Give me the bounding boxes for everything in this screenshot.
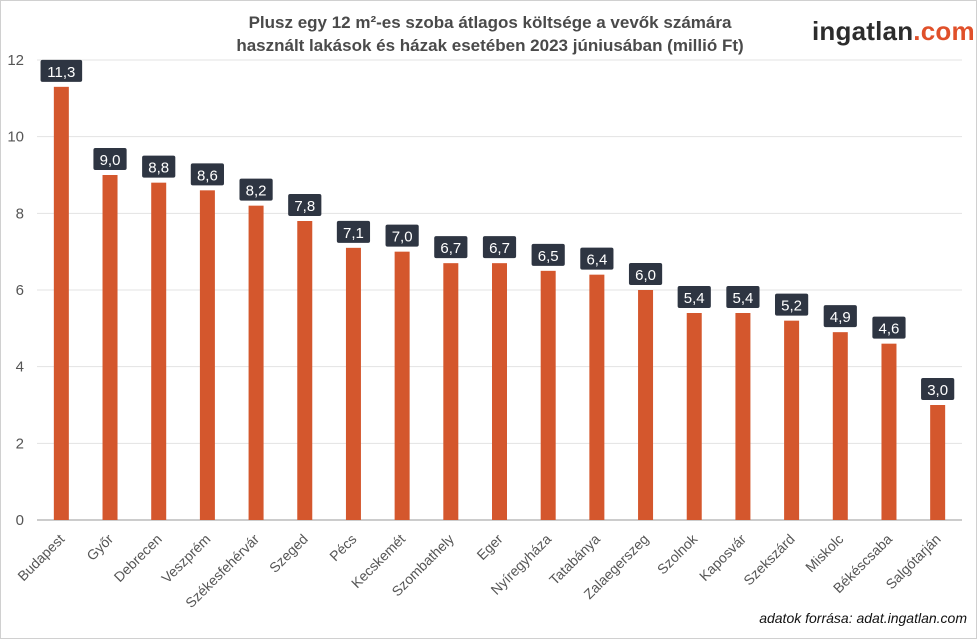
data-label-background: [482, 236, 517, 259]
data-label: 6,7: [440, 240, 461, 257]
data-label: 6,0: [635, 267, 656, 284]
y-tick-label: 8: [16, 205, 24, 222]
bar: [784, 320, 800, 520]
x-tick-label: Győr: [83, 531, 116, 564]
x-tick-label: Szekszárd: [740, 531, 798, 589]
data-label-background: [677, 286, 711, 308]
bar: [53, 86, 69, 520]
bar: [686, 313, 702, 520]
x-tick-label: Eger: [473, 531, 505, 563]
data-label-background: [921, 378, 955, 400]
bar: [638, 290, 654, 520]
data-label-background: [190, 163, 224, 186]
x-tick-label: Szolnok: [654, 530, 701, 577]
logo-tld: .com: [913, 16, 975, 46]
bar: [930, 405, 946, 520]
x-tick-label: Debrecen: [111, 531, 165, 585]
data-label: 5,2: [781, 298, 802, 315]
y-tick-label: 10: [7, 129, 24, 146]
data-label-background: [288, 194, 322, 216]
data-label: 5,4: [684, 290, 705, 307]
bar: [151, 182, 167, 520]
x-tick-label: Pécs: [326, 531, 359, 564]
ingatlan-logo[interactable]: ingatlan.com: [812, 16, 975, 47]
data-source-note: adatok forrása: adat.ingatlan.com: [759, 610, 967, 626]
data-label: 4,9: [830, 309, 851, 326]
data-label: 6,7: [489, 240, 510, 257]
bar: [248, 205, 264, 520]
data-label: 11,3: [47, 64, 75, 81]
bar: [589, 274, 605, 520]
data-label: 8,8: [148, 160, 169, 177]
bar: [394, 251, 410, 520]
y-tick-label: 6: [16, 282, 24, 299]
logo-name: ingatlan: [812, 16, 914, 46]
y-tick-label: 2: [16, 435, 24, 452]
data-label-background: [531, 243, 565, 266]
data-label-background: [726, 286, 760, 308]
x-tick-label: Miskolc: [802, 531, 846, 575]
data-label-background: [823, 305, 857, 328]
data-label-background: [628, 263, 663, 285]
data-label-background: [872, 316, 906, 339]
bar: [443, 263, 459, 520]
data-label-background: [385, 224, 419, 247]
bar: [881, 343, 897, 520]
x-tick-label: Budapest: [14, 531, 67, 584]
data-label: 7,1: [343, 225, 364, 242]
bar: [102, 175, 118, 520]
data-label-background: [336, 220, 371, 243]
data-label-background: [40, 59, 83, 82]
bar: [492, 263, 507, 520]
y-tick-label: 12: [7, 52, 24, 69]
chart-title-line2: használt lakások és házak esetében 2023 …: [236, 36, 744, 55]
bar: [345, 247, 361, 521]
data-label-background: [142, 155, 176, 178]
bar: [297, 221, 313, 520]
data-label: 6,5: [538, 248, 559, 265]
data-label: 3,0: [927, 382, 948, 399]
data-label: 7,8: [294, 198, 315, 215]
data-label-background: [580, 247, 614, 270]
y-tick-label: 0: [16, 512, 24, 529]
data-label: 8,6: [197, 167, 218, 184]
data-label-background: [775, 293, 809, 316]
bar: [540, 270, 556, 520]
data-label: 6,4: [586, 252, 607, 269]
chart-title-line1: Plusz egy 12 m²-es szoba átlagos költség…: [248, 13, 732, 32]
x-tick-label: Szeged: [266, 531, 311, 576]
data-label: 4,6: [879, 321, 900, 338]
data-label-background: [434, 236, 468, 259]
data-label: 9,0: [100, 152, 121, 169]
bar: [199, 190, 215, 521]
data-label-background: [239, 178, 273, 201]
data-label: 7,0: [392, 229, 413, 246]
bar: [735, 313, 751, 520]
bar: [832, 332, 848, 520]
data-label: 8,2: [246, 183, 267, 200]
data-label: 5,4: [732, 290, 753, 307]
data-label-background: [93, 148, 127, 170]
y-tick-label: 4: [16, 359, 24, 376]
